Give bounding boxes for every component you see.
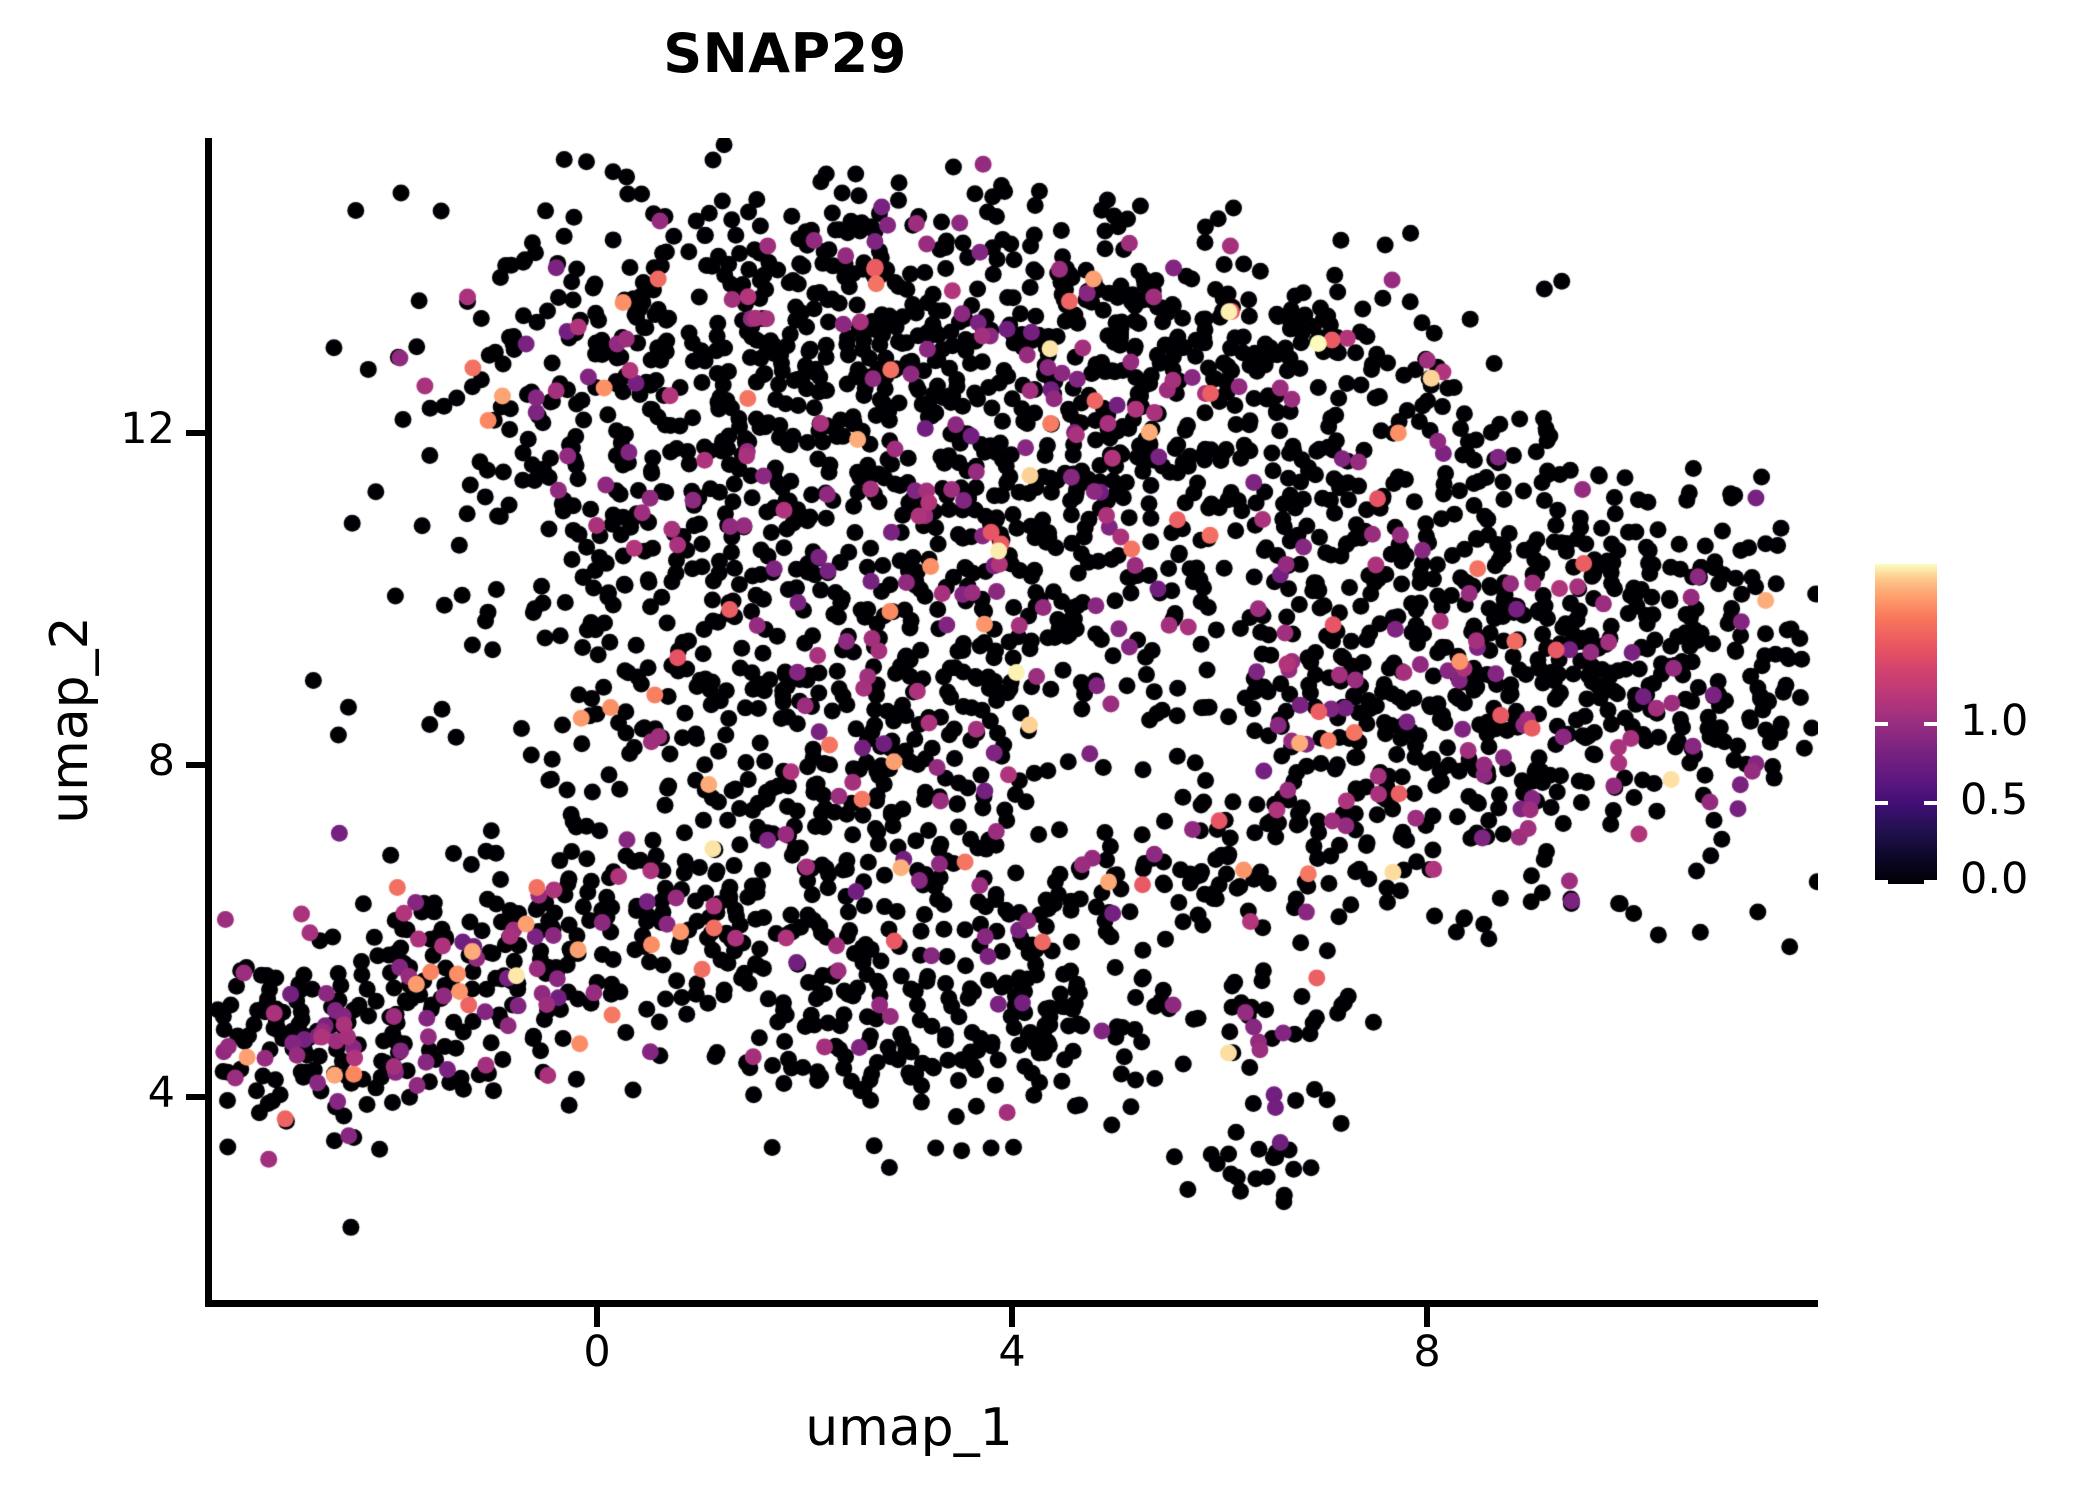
y-ticklabel-12: 12 — [120, 404, 175, 454]
plot-area — [209, 138, 1818, 1303]
y-axis-label: umap_2 — [40, 616, 100, 824]
page-title: SNAP29 — [663, 22, 907, 85]
colorbar[interactable] — [1875, 564, 1937, 884]
y-ticklabel-4: 4 — [147, 1068, 175, 1118]
colorbar-label-0.5: 0.5 — [1960, 775, 2029, 825]
y-tick-12 — [186, 430, 206, 436]
x-ticklabel-0: 0 — [583, 1327, 611, 1377]
x-ticklabel-4: 4 — [998, 1327, 1026, 1377]
x-ticklabel-8: 8 — [1413, 1327, 1441, 1377]
x-tick-4 — [1009, 1307, 1015, 1327]
x-tick-8 — [1424, 1307, 1430, 1327]
x-axis-label: umap_1 — [805, 1398, 1013, 1458]
colorbar-tick-1.0-right — [1924, 722, 1937, 726]
y-tick-4 — [186, 1094, 206, 1100]
x-tick-0 — [594, 1307, 600, 1327]
colorbar-tick-0.5-right — [1924, 801, 1937, 805]
y-axis-spine — [205, 138, 212, 1306]
colorbar-tick-0.0-left — [1875, 880, 1888, 884]
colorbar-label-0.0: 0.0 — [1960, 854, 2029, 904]
y-tick-8 — [186, 762, 206, 768]
colorbar-label-1.0: 1.0 — [1960, 696, 2029, 746]
colorbar-tick-0.0-right — [1924, 880, 1937, 884]
colorbar-tick-1.0-left — [1875, 722, 1888, 726]
y-ticklabel-8: 8 — [147, 736, 175, 786]
colorbar-tick-0.5-left — [1875, 801, 1888, 805]
scatter-points-canvas — [209, 138, 1818, 1303]
x-axis-spine — [205, 1300, 1818, 1307]
